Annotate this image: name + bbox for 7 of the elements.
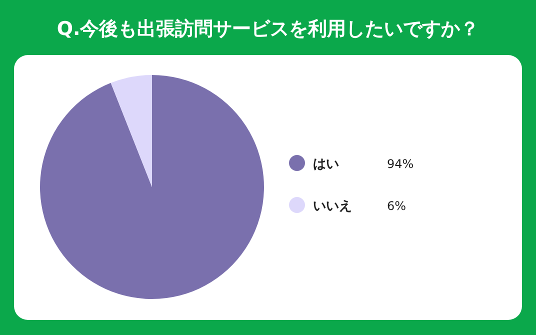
legend-label: いいえ [313,199,352,214]
chart-title: Q.今後も出張訪問サービスを利用したいですか？ [56,18,480,40]
pie-slice [110,75,152,187]
pie-slice [40,75,264,299]
legend-label: はい [313,157,339,172]
data-label: 94% [387,157,414,171]
data-label: 6% [387,199,406,213]
